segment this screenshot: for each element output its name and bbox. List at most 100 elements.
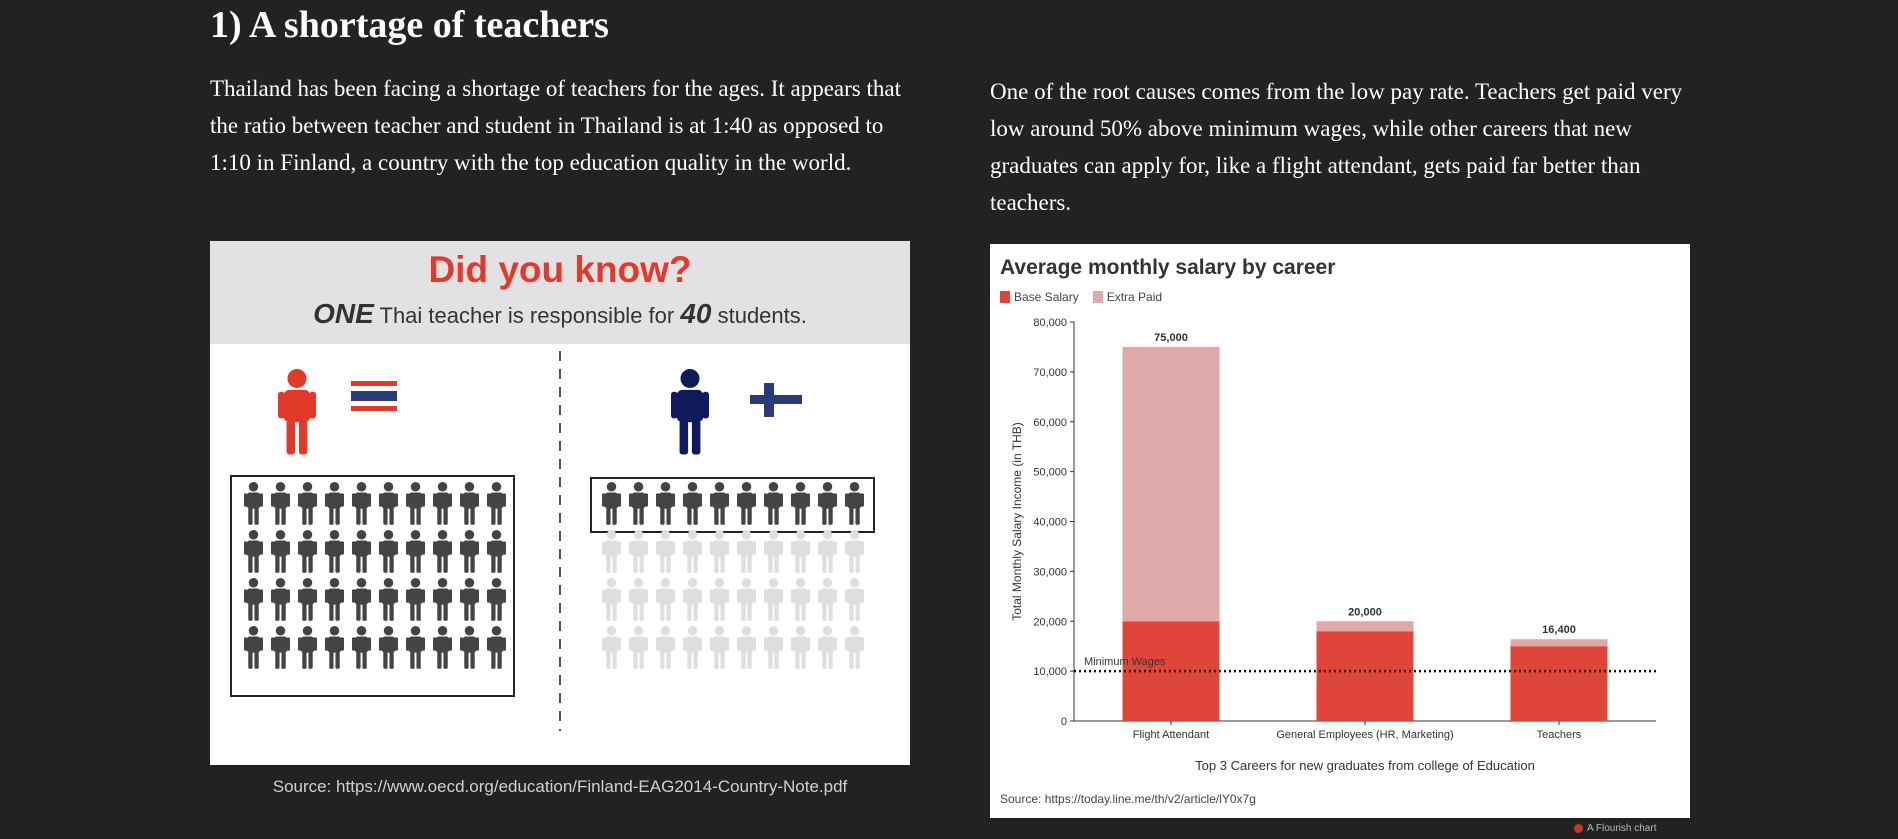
person-left-arm	[737, 637, 741, 651]
section-heading: 1) A shortage of teachers	[210, 4, 609, 46]
person-right-leg	[416, 555, 421, 573]
person-body	[658, 540, 673, 557]
flourish-logo-icon	[1574, 824, 1583, 833]
person-right-leg	[416, 603, 421, 621]
person-right-leg	[254, 555, 259, 573]
person-right-leg	[612, 603, 617, 621]
person-left-arm	[352, 589, 356, 603]
person-head	[714, 578, 725, 588]
person-right-leg	[443, 507, 448, 525]
person-right-arm	[502, 541, 506, 555]
person-right-leg	[281, 651, 286, 669]
person-left-leg	[329, 651, 334, 669]
person-left-arm	[244, 637, 248, 651]
student-icon	[244, 530, 263, 573]
person-left-arm	[433, 493, 437, 507]
person-head	[822, 626, 833, 636]
person-head	[302, 626, 313, 636]
person-right-leg	[747, 555, 752, 573]
legend-item-base[interactable]: Base Salary	[1000, 290, 1079, 304]
person-right-leg	[443, 651, 448, 669]
chart-plot-area: 0 10,000 20,000 30,000 40,000 50,000 60,000 70,…	[1010, 317, 1656, 773]
flag-cross-v	[764, 383, 774, 417]
flourish-badge[interactable]: A Flourish chart	[1574, 823, 1656, 834]
person-head	[287, 369, 307, 388]
person-right-arm	[644, 493, 648, 507]
person-head	[383, 626, 394, 636]
person-left-arm	[325, 541, 329, 555]
person-head	[383, 578, 394, 588]
person-right-arm	[833, 589, 837, 603]
person-left-arm	[298, 493, 302, 507]
person-body	[381, 492, 396, 509]
person-right-leg	[308, 651, 313, 669]
person-right-leg	[612, 651, 617, 669]
student-icon	[629, 626, 648, 669]
student-icon	[656, 626, 675, 669]
person-right-arm	[448, 493, 452, 507]
person-right-arm	[806, 541, 810, 555]
person-head	[741, 578, 752, 588]
person-right-arm	[806, 589, 810, 603]
student-icon	[602, 578, 621, 621]
person-left-leg	[849, 603, 854, 621]
person-right-leg	[774, 651, 779, 669]
legend-item-extra[interactable]: Extra Paid	[1092, 290, 1162, 304]
person-body	[300, 492, 315, 509]
person-right-leg	[497, 603, 502, 621]
person-body	[327, 540, 342, 557]
y-axis-title: Total Monthly Salary Income (in THB)	[1010, 422, 1024, 621]
person-body	[273, 588, 288, 605]
person-body	[273, 492, 288, 509]
person-left-arm	[791, 541, 795, 555]
y-tick-label: 20,000	[1033, 616, 1067, 628]
person-right-leg	[828, 555, 833, 573]
person-left-leg	[275, 651, 280, 669]
person-left-leg	[275, 555, 280, 573]
flourish-label: A Flourish chart	[1587, 823, 1657, 834]
y-tick-label: 40,000	[1033, 517, 1067, 529]
person-left-leg	[329, 555, 334, 573]
person-body	[354, 588, 369, 605]
person-left-leg	[491, 507, 496, 525]
person-right-arm	[448, 541, 452, 555]
person-right-arm	[752, 637, 756, 651]
person-head	[491, 626, 502, 636]
student-icon	[298, 530, 317, 573]
person-left-leg	[606, 603, 611, 621]
person-left-arm	[737, 541, 741, 555]
person-right-leg	[389, 603, 394, 621]
student-icon	[818, 626, 837, 669]
y-tick-label: 80,000	[1033, 317, 1067, 329]
person-right-leg	[497, 555, 502, 573]
person-right-arm	[671, 637, 675, 651]
person-left-arm	[683, 541, 687, 555]
legend-swatch-base	[1000, 291, 1010, 303]
student-icon	[406, 530, 425, 573]
person-body	[462, 588, 477, 605]
person-right-leg	[828, 651, 833, 669]
person-head	[275, 482, 286, 492]
person-left-arm	[764, 541, 768, 555]
person-head	[329, 482, 340, 492]
person-head	[248, 626, 259, 636]
person-body	[793, 492, 808, 509]
person-right-leg	[801, 507, 806, 525]
person-right-arm	[671, 541, 675, 555]
y-tick-label: 10,000	[1033, 666, 1067, 678]
person-right-arm	[617, 493, 621, 507]
person-right-arm	[702, 391, 709, 419]
student-icon	[764, 530, 783, 573]
person-body	[381, 540, 396, 557]
x-tick-label: Teachers	[1537, 729, 1582, 741]
person-right-leg	[666, 651, 671, 669]
person-right-arm	[644, 541, 648, 555]
person-left-leg	[741, 555, 746, 573]
y-tick-label: 70,000	[1033, 367, 1067, 379]
person-right-leg	[443, 603, 448, 621]
person-body	[408, 492, 423, 509]
person-left-leg	[849, 651, 854, 669]
person-head	[275, 578, 286, 588]
person-left-arm	[656, 541, 660, 555]
person-left-leg	[606, 651, 611, 669]
